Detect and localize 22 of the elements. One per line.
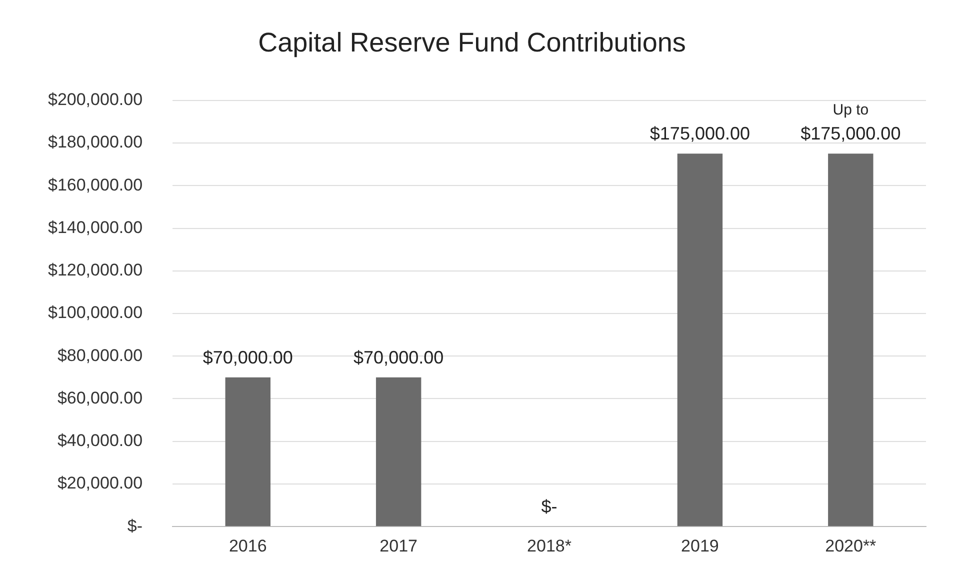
y-tick-label: $100,000.00 (48, 303, 143, 322)
y-tick-label: $120,000.00 (48, 260, 143, 280)
y-tick-label: $20,000.00 (57, 474, 143, 493)
x-tick-label: 2019 (681, 536, 719, 556)
y-tick-label: $180,000.00 (48, 132, 143, 152)
data-label: Up to $175,000.00 (800, 101, 901, 144)
y-tick-label: $80,000.00 (57, 346, 143, 365)
y-tick-label: $40,000.00 (57, 431, 143, 450)
chart-title: Capital Reserve Fund Contributions (258, 28, 686, 58)
data-label: $- (541, 496, 558, 517)
x-tick-label: 2017 (380, 536, 418, 556)
x-tick-label: 2016 (228, 536, 267, 556)
data-label: $70,000.00 (202, 347, 293, 368)
data-label: $175,000.00 (650, 124, 750, 144)
y-tick-label: $200,000.00 (48, 90, 143, 110)
y-tick-label: $160,000.00 (48, 175, 143, 194)
data-label: $70,000.00 (354, 347, 444, 368)
y-tick-label: $140,000.00 (48, 218, 143, 237)
y-tick-label: $60,000.00 (57, 388, 143, 408)
x-tick-label: 2020** (825, 536, 877, 556)
y-tick-label: $- (127, 516, 143, 536)
x-tick-label: 2018* (527, 536, 572, 556)
